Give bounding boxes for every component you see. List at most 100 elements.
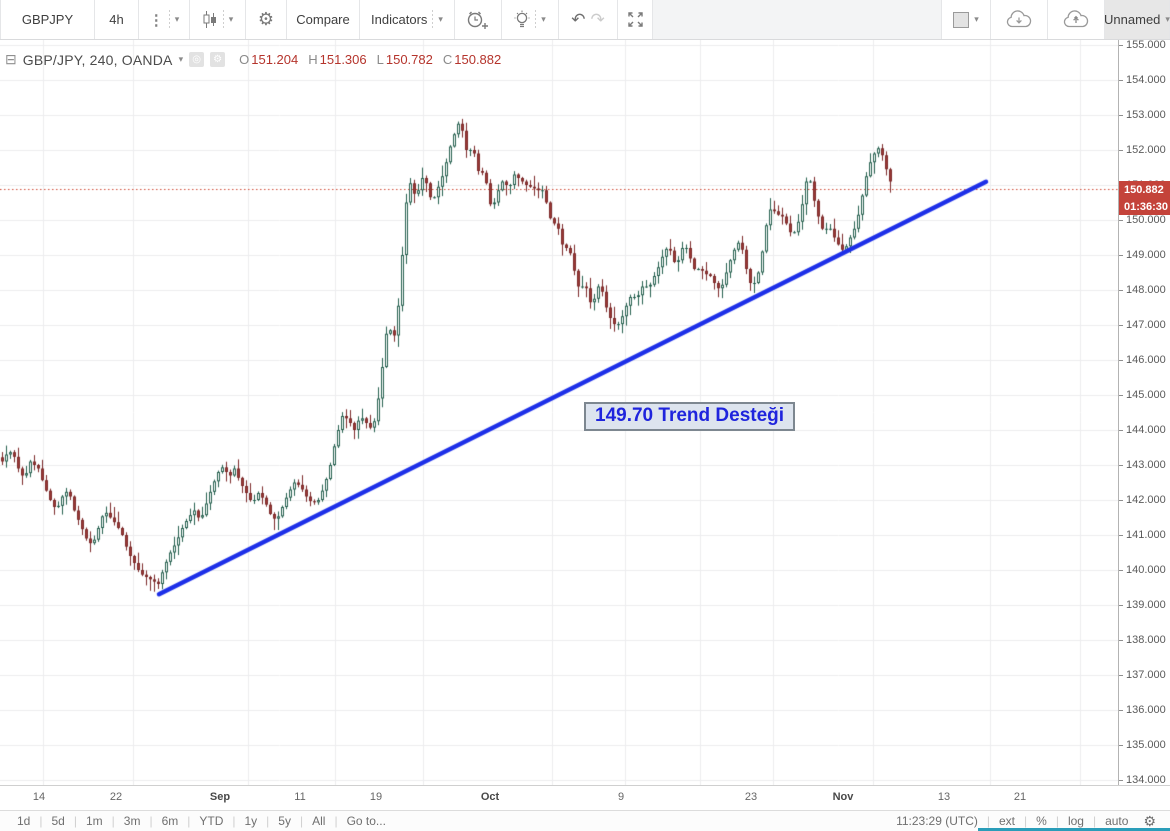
save-chart-button[interactable]: [1047, 0, 1105, 39]
price-tick-label: 155.000: [1119, 39, 1166, 51]
price-tick-label: 143.000: [1119, 459, 1166, 471]
price-tick-label: 145.000: [1119, 389, 1166, 401]
toggle-log[interactable]: log: [1067, 814, 1084, 828]
chart-pane: ⊟ GBP/JPY, 240, OANDA ▾ ◎ ⚙ O 151.204 H 151…: [0, 40, 1118, 785]
price-tick-label: 141.000: [1119, 529, 1166, 541]
clock-utc[interactable]: 11:23:29 (UTC): [896, 814, 978, 828]
gear-icon: ⚙: [257, 9, 275, 29]
chevron-down-icon: ▾: [541, 14, 546, 24]
undo-icon[interactable]: ↶: [571, 9, 586, 29]
price-tick-label: 139.000: [1119, 599, 1166, 611]
dots-menu-icon: ⋮: [148, 11, 164, 29]
layout-grid-icon: [953, 11, 970, 28]
time-tick-label: 9: [617, 791, 625, 803]
chart-style-button[interactable]: ▾: [189, 0, 246, 39]
price-tick-label: 138.000: [1119, 634, 1166, 646]
symbol-input[interactable]: GBPJPY: [0, 0, 95, 39]
layout-name-button[interactable]: Unnamed ▾: [1104, 0, 1170, 39]
price-tick-label: 147.000: [1119, 319, 1166, 331]
range-button-1d[interactable]: 1d: [17, 814, 31, 828]
time-tick-label: 21: [1013, 791, 1027, 803]
range-button-All[interactable]: All: [312, 814, 326, 828]
ideas-button[interactable]: ▾: [501, 0, 559, 39]
chart-legend: ⊟ GBP/JPY, 240, OANDA ▾ ◎ ⚙ O 151.204 H 151…: [5, 51, 501, 68]
divider: |: [266, 814, 270, 828]
trendline-annotation[interactable]: 149.70 Trend Desteği: [584, 402, 796, 431]
ohlc-item: O 151.204: [239, 52, 299, 67]
range-button-3m[interactable]: 3m: [123, 814, 141, 828]
chart-canvas[interactable]: [0, 40, 1118, 785]
toggle-visibility-icon[interactable]: ◎: [189, 52, 205, 67]
divider: |: [1055, 814, 1059, 828]
price-tick-label: 150.000: [1119, 214, 1166, 226]
top-toolbar: GBPJPY 4h ⋮ ▾ ▾ ⚙: [0, 0, 1170, 40]
divider: [168, 10, 170, 29]
add-alert-button[interactable]: [454, 0, 502, 39]
toolbar-right-group: ▾ Unn: [941, 0, 1170, 39]
undo-redo-group: ↶ ↷: [558, 0, 618, 39]
alarm-clock-plus-icon: [466, 10, 490, 30]
price-tick-label: 135.000: [1119, 739, 1166, 751]
toggle-percent[interactable]: %: [1036, 814, 1047, 828]
interval-button[interactable]: 4h: [94, 0, 139, 39]
divider: |: [187, 814, 191, 828]
loading-progress-bar: [978, 828, 1170, 831]
divider: |: [149, 814, 153, 828]
series-settings-icon[interactable]: ⚙: [210, 52, 226, 67]
ohlc-item: L 150.782: [376, 52, 433, 67]
time-tick-label: Nov: [832, 791, 854, 803]
time-tick-label: Oct: [480, 791, 500, 803]
chevron-down-icon: ▾: [228, 14, 234, 24]
price-axis[interactable]: 150.882 01:36:30 155.000 154.000 153.000 15…: [1118, 39, 1170, 786]
time-tick-label: 13: [937, 791, 951, 803]
toggle-auto[interactable]: auto: [1105, 814, 1129, 828]
price-tick-label: 136.000: [1119, 704, 1166, 716]
range-button-5y[interactable]: 5y: [278, 814, 291, 828]
collapse-legend-icon[interactable]: ⊟: [5, 51, 17, 67]
layout-select-button[interactable]: ▾: [941, 0, 991, 39]
price-tick-label: 134.000: [1119, 774, 1166, 786]
range-button-YTD[interactable]: YTD: [199, 814, 224, 828]
goto-button[interactable]: Go to...: [346, 814, 386, 828]
fullscreen-icon: [627, 11, 644, 28]
load-chart-button[interactable]: [990, 0, 1048, 39]
compare-button[interactable]: Compare: [286, 0, 360, 39]
price-tick-label: 148.000: [1119, 284, 1166, 296]
price-tick-label: 142.000: [1119, 494, 1166, 506]
divider: |: [1024, 814, 1028, 828]
range-buttons: 1d | 5d | 1m | 3m | 6m | YTD | 1y | 5y | All | Go to...: [8, 814, 395, 828]
divider: |: [299, 814, 304, 828]
divider: |: [111, 814, 115, 828]
time-tick-label: 22: [109, 791, 123, 803]
ohlc-item: H 151.306: [308, 52, 367, 67]
legend-symbol-text: GBP/JPY, 240, OANDA: [22, 51, 173, 68]
chevron-down-icon: ▾: [974, 14, 979, 24]
chevron-down-icon[interactable]: ▾: [178, 54, 184, 64]
bar-countdown-label: 01:36:30: [1119, 198, 1170, 216]
divider: |: [1092, 814, 1097, 828]
price-tick-label: 144.000: [1119, 424, 1166, 436]
time-axis[interactable]: 14 22 Sep 11 19 Oct 9 23 Nov 13 21: [0, 785, 1170, 810]
range-button-1y[interactable]: 1y: [244, 814, 258, 828]
price-tick-label: 152.000: [1119, 144, 1166, 156]
indicators-button[interactable]: Indicators ▾: [359, 0, 455, 39]
toggle-ext[interactable]: ext: [999, 814, 1016, 828]
price-tick-label: 137.000: [1119, 669, 1166, 681]
price-tick-label: 154.000: [1119, 74, 1166, 86]
range-button-6m[interactable]: 6m: [161, 814, 179, 828]
candlestick-style-icon: [202, 10, 218, 29]
range-button-5d[interactable]: 5d: [51, 814, 65, 828]
symbol-text: GBPJPY: [21, 12, 74, 27]
bottom-toolbar: 1d | 5d | 1m | 3m | 6m | YTD | 1y | 5y | All | Go to... 11…: [0, 810, 1170, 831]
fullscreen-button[interactable]: [617, 0, 653, 39]
chevron-down-icon: ▾: [438, 14, 443, 24]
scale-toggles: ext |% | log | auto: [990, 814, 1137, 828]
bottom-gear-icon[interactable]: ⚙: [1143, 812, 1156, 829]
interval-menu-button[interactable]: ⋮ ▾: [138, 0, 190, 39]
ohlc-values: O 151.204 H 151.306 L 150.782 C 150.882: [239, 52, 501, 67]
chart-properties-button[interactable]: ⚙: [245, 0, 287, 39]
time-tick-label: 14: [32, 791, 46, 803]
redo-icon[interactable]: ↷: [590, 9, 605, 29]
range-button-1m[interactable]: 1m: [85, 814, 103, 828]
